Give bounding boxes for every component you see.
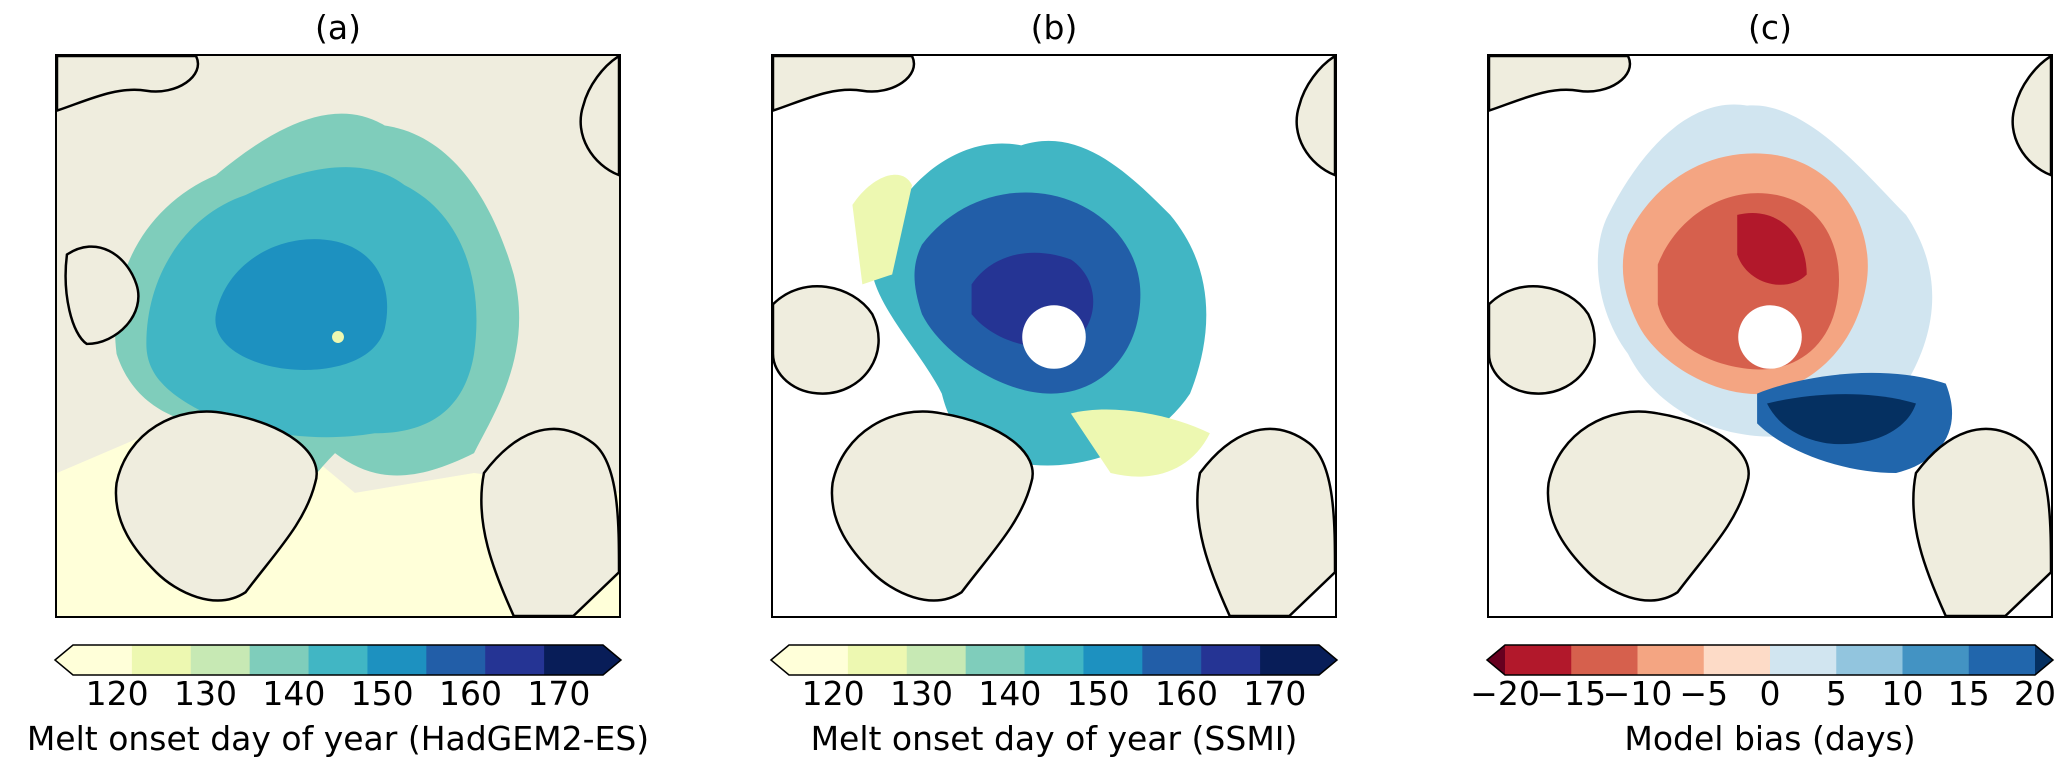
colorbar-tick-label: 120 bbox=[85, 674, 149, 713]
colorbar-tick-label: 170 bbox=[527, 674, 591, 713]
colorbar-segment bbox=[1571, 645, 1638, 675]
colorbar-segment bbox=[1201, 645, 1261, 675]
colorbar-tick-label: 140 bbox=[262, 674, 326, 713]
panel-a-title: (a) bbox=[315, 8, 361, 47]
colorbar-tick-label: 10 bbox=[1881, 674, 1924, 713]
colorbar-segment bbox=[367, 645, 427, 675]
north-landmass bbox=[57, 56, 200, 112]
pole-hole bbox=[1022, 305, 1086, 369]
colorbar-segment bbox=[131, 645, 192, 675]
colorbar-segment bbox=[426, 645, 486, 675]
colorbar-tick-label: 15 bbox=[1947, 674, 1990, 713]
scandinavia-landmass bbox=[1912, 427, 2051, 616]
colorbar-c bbox=[1485, 644, 2055, 676]
colorbar-segment bbox=[906, 645, 967, 675]
colorbar-a-label: Melt onset day of year (HadGEM2-ES) bbox=[26, 719, 650, 758]
colorbar-extend-min bbox=[771, 645, 789, 675]
panel-c-title: (c) bbox=[1748, 8, 1792, 47]
colorbar-segment bbox=[1024, 645, 1084, 675]
north-landmass bbox=[773, 56, 916, 112]
archipelago-landmass bbox=[773, 285, 880, 395]
colorbar-segment bbox=[965, 645, 1026, 675]
colorbar-segment bbox=[1770, 645, 1837, 675]
greenland-landmass bbox=[830, 410, 1034, 602]
map-panel-a bbox=[55, 54, 621, 618]
colorbar-outline bbox=[1485, 644, 2055, 676]
colorbar-tick-label: −5 bbox=[1679, 674, 1729, 713]
colorbar-outline bbox=[769, 644, 1339, 676]
colorbar-segment bbox=[789, 645, 849, 675]
colorbar-extend-max bbox=[2035, 645, 2053, 675]
melt-region-core bbox=[215, 239, 388, 370]
colorbar-tick-label: −15 bbox=[1536, 674, 1607, 713]
colorbar-segment bbox=[847, 645, 908, 675]
colorbar-tick-label: 120 bbox=[801, 674, 865, 713]
east-landmass bbox=[2011, 56, 2051, 177]
colorbar-tick-label: 20 bbox=[2014, 674, 2056, 713]
colorbar-tick-label: 160 bbox=[1155, 674, 1218, 713]
colorbar-segment bbox=[1968, 645, 2036, 675]
bias-positive-core bbox=[1767, 394, 1916, 445]
colorbar-tick-label: 170 bbox=[1243, 674, 1307, 713]
colorbar-segment bbox=[1260, 645, 1320, 675]
colorbar-extend-max bbox=[1319, 645, 1337, 675]
panel-b-title: (b) bbox=[1030, 8, 1078, 47]
greenland-landmass bbox=[1546, 410, 1750, 602]
colorbar-extend-min bbox=[1487, 645, 1505, 675]
colorbar-tick-label: 150 bbox=[1066, 674, 1130, 713]
colorbar-tick-label: 150 bbox=[350, 674, 414, 713]
colorbar-tick-label: 130 bbox=[174, 674, 237, 713]
colorbar-c-label: Model bias (days) bbox=[1624, 719, 1916, 758]
scandinavia-landmass bbox=[1196, 427, 1335, 616]
colorbar-segment bbox=[1637, 645, 1705, 675]
colorbar-segment bbox=[1836, 645, 1903, 675]
archipelago-landmass bbox=[64, 245, 140, 346]
archipelago-landmass bbox=[1489, 285, 1596, 395]
colorbar-tick-label: −10 bbox=[1602, 674, 1673, 713]
colorbar-tick-label: 0 bbox=[1759, 674, 1781, 713]
north-landmass bbox=[1489, 56, 1632, 112]
colorbar-a bbox=[53, 644, 623, 676]
greenland-landmass bbox=[114, 410, 318, 602]
colorbar-tick-label: 140 bbox=[978, 674, 1042, 713]
colorbar-extend-max bbox=[603, 645, 621, 675]
colorbar-tick-label: −20 bbox=[1470, 674, 1540, 713]
colorbar-extend-min bbox=[55, 645, 73, 675]
colorbar-tick-label: 160 bbox=[439, 674, 502, 713]
colorbar-b-ticks: 120 130 140 150 160 170 bbox=[771, 674, 1337, 714]
colorbar-segment bbox=[485, 645, 545, 675]
colorbar-a-ticks: 120 130 140 150 160 170 bbox=[55, 674, 621, 714]
colorbar-segment bbox=[73, 645, 133, 675]
colorbar-segment bbox=[1505, 645, 1572, 675]
colorbar-segment bbox=[1142, 645, 1202, 675]
colorbar-segment bbox=[1703, 645, 1771, 675]
map-panel-c bbox=[1487, 54, 2053, 618]
pole-hole bbox=[1738, 305, 1802, 369]
colorbar-outline bbox=[53, 644, 623, 676]
scandinavia-landmass bbox=[480, 427, 619, 616]
pole-marker bbox=[332, 331, 344, 343]
colorbar-b-label: Melt onset day of year (SSMI) bbox=[810, 719, 1298, 758]
colorbar-segment bbox=[308, 645, 368, 675]
bias-negative-core bbox=[1737, 212, 1807, 285]
ssmi-low-south bbox=[1070, 409, 1210, 477]
colorbar-tick-label: 130 bbox=[890, 674, 953, 713]
colorbar-segment bbox=[249, 645, 310, 675]
east-landmass bbox=[1295, 56, 1335, 177]
colorbar-b bbox=[769, 644, 1339, 676]
colorbar-tick-label: 5 bbox=[1825, 674, 1847, 713]
colorbar-segment bbox=[544, 645, 604, 675]
colorbar-segment bbox=[1083, 645, 1143, 675]
east-landmass bbox=[579, 56, 619, 177]
colorbar-segment bbox=[1902, 645, 1970, 675]
colorbar-segment bbox=[190, 645, 251, 675]
map-panel-b bbox=[771, 54, 1337, 618]
ssmi-low-west bbox=[852, 174, 913, 285]
colorbar-c-ticks: −20 −15 −10 −5 0 5 10 15 20 bbox=[1470, 674, 2056, 714]
